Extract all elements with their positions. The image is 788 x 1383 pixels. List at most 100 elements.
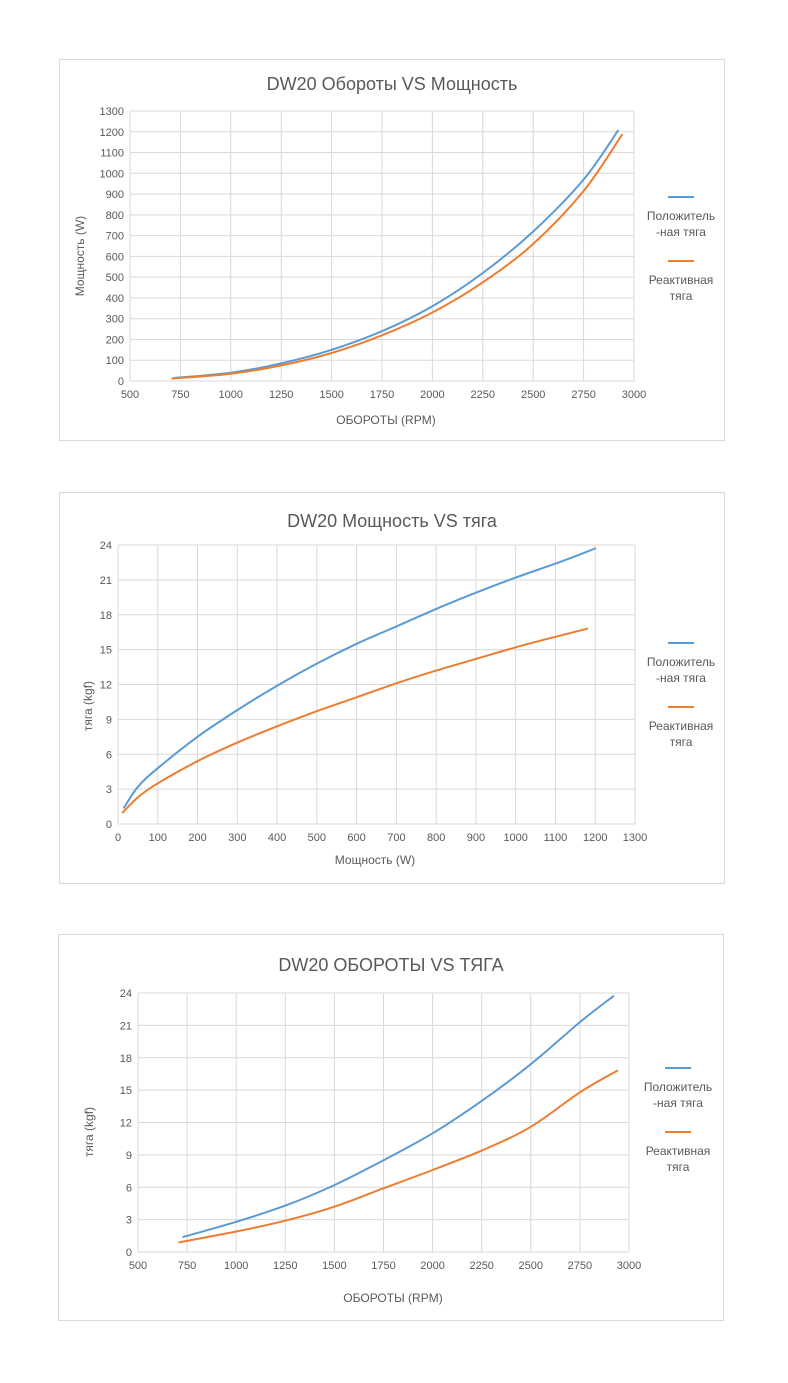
y-axis-title: тяга (kgf) bbox=[81, 680, 95, 732]
y-tick-label: 24 bbox=[100, 540, 112, 552]
x-tick-label: 3000 bbox=[617, 1260, 641, 1272]
y-tick-label: 18 bbox=[120, 1053, 132, 1065]
legend-label-positive: Положитель -ная тяга bbox=[643, 1080, 713, 1110]
y-tick-label: 3 bbox=[106, 784, 112, 796]
x-tick-label: 800 bbox=[427, 832, 445, 844]
y-tick-label: 12 bbox=[100, 680, 112, 692]
x-tick-label: 2000 bbox=[420, 389, 444, 401]
legend-item-reactive: Реактивная тяга bbox=[636, 706, 726, 770]
chart-power-vs-thrust: DW20 Мощность VS тяга 0 100 200 300 400 500 60… bbox=[59, 492, 725, 884]
y-tick-label: 9 bbox=[126, 1150, 132, 1162]
x-tick-label: 500 bbox=[129, 1260, 147, 1272]
x-tick-label: 600 bbox=[347, 832, 365, 844]
y-tick-label: 700 bbox=[106, 231, 124, 243]
x-tick-label: 2250 bbox=[471, 389, 495, 401]
x-tick-label: 300 bbox=[228, 832, 246, 844]
legend-swatch-reactive bbox=[665, 1131, 691, 1133]
chart-plot-area: 500 750 1000 1250 1500 1750 2000 2250 2500 2750 30… bbox=[100, 106, 647, 401]
series-line-positive bbox=[182, 995, 615, 1238]
series-line-reactive bbox=[178, 1069, 619, 1244]
x-tick-label: 750 bbox=[178, 1260, 196, 1272]
x-axis-title: ОБОРОТЫ (RPM) bbox=[336, 413, 436, 427]
y-tick-label: 200 bbox=[106, 334, 124, 346]
x-tick-label: 2500 bbox=[519, 1260, 543, 1272]
x-tick-label: 3000 bbox=[622, 389, 646, 401]
legend: Положитель -ная тяга Реактивная тяга bbox=[633, 1067, 723, 1195]
chart-title: DW20 Мощность VS тяга bbox=[287, 511, 497, 531]
y-tick-label: 400 bbox=[106, 293, 124, 305]
y-tick-label: 12 bbox=[120, 1118, 132, 1130]
series-line-reactive bbox=[171, 133, 623, 380]
legend-swatch-reactive bbox=[668, 260, 694, 262]
chart-plot-area: 500 750 1000 1250 1500 1750 2000 2250 2500 2750 30… bbox=[120, 988, 641, 1272]
x-tick-label: 100 bbox=[149, 832, 167, 844]
x-tick-label: 1750 bbox=[371, 1260, 395, 1272]
y-axis-title: тяга (kgf) bbox=[82, 1106, 96, 1158]
y-axis-title: Мощность (W) bbox=[73, 215, 87, 297]
y-tick-label: 1000 bbox=[100, 168, 124, 180]
x-tick-label: 700 bbox=[387, 832, 405, 844]
legend-label-reactive: Реактивная тяга bbox=[648, 719, 714, 749]
legend-item-reactive: Реактивная тяга bbox=[633, 1131, 723, 1195]
legend-item-reactive: Реактивная тяга bbox=[636, 260, 726, 324]
x-tick-label: 500 bbox=[308, 832, 326, 844]
legend-swatch-positive bbox=[665, 1067, 691, 1069]
y-tick-label: 15 bbox=[100, 645, 112, 657]
x-tick-label: 2500 bbox=[521, 389, 545, 401]
legend: Положитель -ная тяга Реактивная тяга bbox=[636, 196, 726, 324]
x-tick-label: 1250 bbox=[273, 1260, 297, 1272]
x-tick-label: 1250 bbox=[269, 389, 293, 401]
x-tick-label: 1500 bbox=[319, 389, 343, 401]
y-tick-label: 100 bbox=[106, 355, 124, 367]
legend: Положитель -ная тяга Реактивная тяга bbox=[636, 642, 726, 770]
x-tick-label: 2000 bbox=[420, 1260, 444, 1272]
x-tick-label: 1300 bbox=[623, 832, 647, 844]
x-tick-label: 1000 bbox=[224, 1260, 248, 1272]
x-tick-label: 400 bbox=[268, 832, 286, 844]
x-tick-label: 200 bbox=[188, 832, 206, 844]
x-tick-label: 1200 bbox=[583, 832, 607, 844]
y-tick-label: 21 bbox=[100, 575, 112, 587]
x-tick-label: 2750 bbox=[571, 389, 595, 401]
x-tick-label: 500 bbox=[121, 389, 139, 401]
y-tick-label: 21 bbox=[120, 1020, 132, 1032]
y-tick-label: 3 bbox=[126, 1215, 132, 1227]
legend-swatch-reactive bbox=[668, 706, 694, 708]
series-line-reactive bbox=[121, 627, 589, 814]
y-tick-label: 18 bbox=[100, 610, 112, 622]
y-tick-label: 600 bbox=[106, 251, 124, 263]
x-tick-label: 2250 bbox=[469, 1260, 493, 1272]
y-tick-label: 0 bbox=[118, 376, 124, 388]
x-tick-label: 1500 bbox=[322, 1260, 346, 1272]
chart-title: DW20 ОБОРОТЫ VS ТЯГА bbox=[278, 955, 504, 975]
x-tick-label: 1100 bbox=[544, 832, 568, 844]
y-tick-label: 24 bbox=[120, 988, 132, 1000]
y-tick-label: 0 bbox=[126, 1247, 132, 1259]
chart-plot-area: 0 100 200 300 400 500 600 700 800 900 1000 1100 1200… bbox=[100, 540, 647, 844]
legend-label-positive: Положитель -ная тяга bbox=[646, 209, 716, 239]
y-tick-label: 800 bbox=[106, 210, 124, 222]
legend-swatch-positive bbox=[668, 642, 694, 644]
x-tick-label: 1000 bbox=[503, 832, 527, 844]
x-tick-label: 2750 bbox=[568, 1260, 592, 1272]
legend-label-reactive: Реактивная тяга bbox=[648, 273, 714, 303]
y-tick-label: 6 bbox=[106, 749, 112, 761]
legend-label-reactive: Реактивная тяга bbox=[645, 1144, 711, 1174]
y-tick-label: 500 bbox=[106, 272, 124, 284]
legend-item-positive: Положитель -ная тяга bbox=[636, 642, 726, 706]
legend-item-positive: Положитель -ная тяга bbox=[636, 196, 726, 260]
y-tick-label: 300 bbox=[106, 314, 124, 326]
y-tick-label: 6 bbox=[126, 1182, 132, 1194]
series-line-positive bbox=[173, 129, 619, 379]
x-axis-title: Мощность (W) bbox=[334, 853, 416, 867]
y-tick-label: 1200 bbox=[100, 127, 124, 139]
x-axis-title: ОБОРОТЫ (RPM) bbox=[343, 1291, 443, 1305]
legend-item-positive: Положитель -ная тяга bbox=[633, 1067, 723, 1131]
legend-label-positive: Положитель -ная тяга bbox=[646, 655, 716, 685]
y-tick-label: 1300 bbox=[100, 106, 124, 118]
y-tick-label: 15 bbox=[120, 1085, 132, 1097]
y-tick-label: 9 bbox=[106, 714, 112, 726]
y-tick-label: 900 bbox=[106, 189, 124, 201]
x-tick-label: 1000 bbox=[219, 389, 243, 401]
chart-rpm-vs-thrust: DW20 ОБОРОТЫ VS ТЯГА 500 750 1000 1250 1500 1… bbox=[58, 934, 724, 1321]
